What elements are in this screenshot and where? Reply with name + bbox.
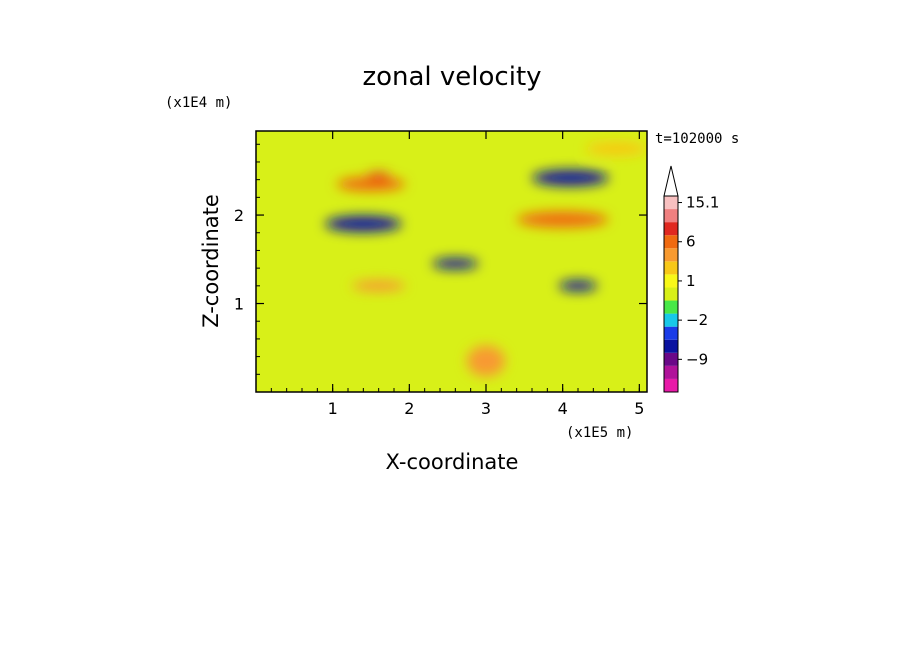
y-tick-label: 1 [234,295,244,314]
colorbar-label: 6 [686,233,696,251]
x-tick-label: 4 [558,399,568,418]
heatmap-feature-9 [585,142,647,156]
x-tick-label: 2 [404,399,414,418]
colorbar-label: −9 [686,350,708,368]
colorbar-segment [664,352,678,366]
colorbar-segment [664,209,678,223]
heatmap-feature-4 [516,211,609,228]
y-axis: 12 [234,143,647,375]
x-axis-label: X-coordinate [386,450,519,474]
x-tick-label: 1 [328,399,338,418]
colorbar-label: 15.1 [686,194,719,212]
y-axis-label: Z-coordinate [199,194,223,328]
colorbar-segment [664,222,678,236]
colorbar-segment [664,196,678,210]
chart-title: zonal velocity [362,62,541,92]
x-unit-label: (x1E5 m) [566,425,633,441]
time-label: t=102000 s [655,131,739,147]
colorbar-segment [664,326,678,340]
colorbar-segment [664,235,678,249]
colorbar-segment [664,365,678,379]
colorbar-segment [664,313,678,327]
colorbar-label: −2 [686,311,708,329]
heatmap-feature-8 [466,345,506,377]
heatmap-feature-2 [325,215,402,232]
y-unit-label: (x1E4 m) [165,95,232,111]
heatmap-feature-3 [532,169,609,186]
colorbar-segment [664,339,678,353]
colorbar-segment [664,248,678,262]
x-tick-label: 3 [481,399,491,418]
colorbar-segment [664,378,678,392]
colorbar-extension-arrow [663,165,679,197]
colorbar-segment [664,261,678,275]
heatmap-feature-1 [367,172,391,178]
heatmap-feature-5 [432,258,479,270]
colorbar: 15.1 6 1 −2 −9 [663,165,719,393]
colorbar-segment [664,274,678,288]
colorbar-segment [664,287,678,301]
heatmap-field [325,142,647,377]
x-tick-label: 5 [634,399,644,418]
heatmap-feature-0 [336,177,406,192]
heatmap-plot [256,131,647,392]
heatmap-feature-6 [558,280,598,292]
heatmap-feature-7 [351,280,406,292]
plot-frame [255,130,648,393]
colorbar-label: 1 [686,272,696,290]
colorbar-segment [664,300,678,314]
x-axis: 1 2 3 4 5 [270,131,644,418]
y-tick-label: 2 [234,206,244,225]
